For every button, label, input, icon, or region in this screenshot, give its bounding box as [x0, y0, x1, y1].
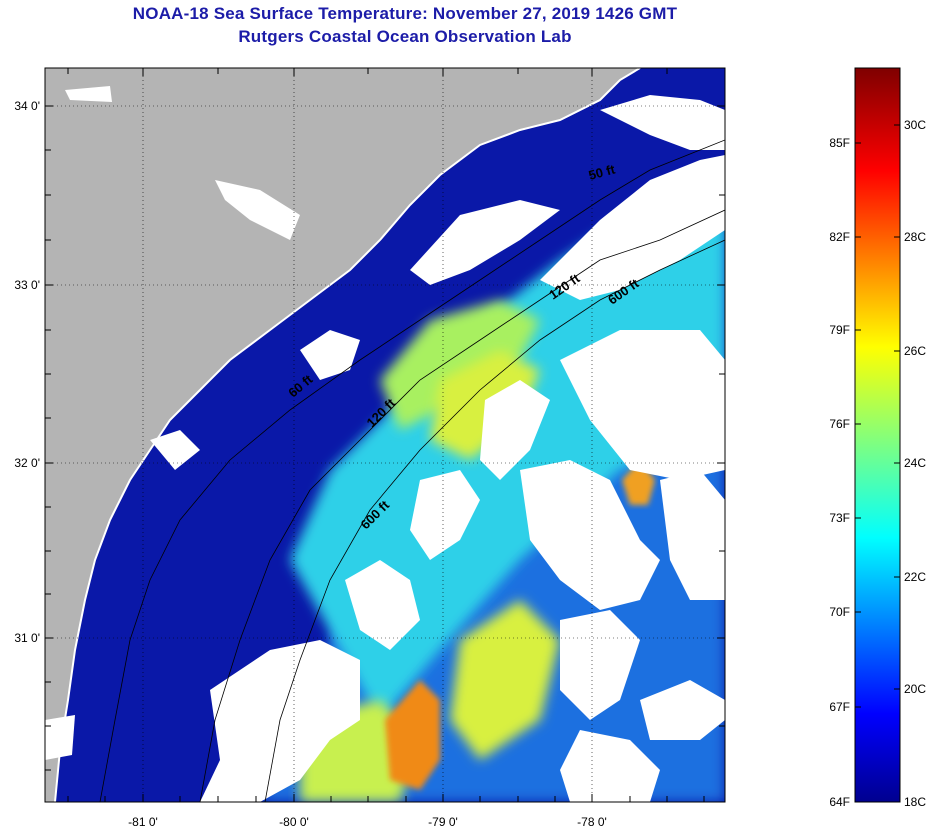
lon-label: -80 0'	[279, 815, 309, 829]
cloud-6	[520, 460, 660, 610]
land-mass	[45, 68, 640, 802]
colorbar-ticks	[855, 124, 900, 708]
colorbar-c-label: 24C	[904, 456, 926, 470]
cloud-3	[600, 95, 725, 150]
cloud-5	[560, 330, 725, 480]
cloud-8	[660, 470, 725, 600]
ocean-warm-patch-1	[380, 300, 540, 430]
colorbar-c-label: 20C	[904, 682, 926, 696]
colorbar-c-label: 28C	[904, 230, 926, 244]
ocean-warm-patch-3	[450, 600, 560, 760]
isobath-600ft	[264, 239, 725, 802]
lon-label: -79 0'	[428, 815, 458, 829]
colorbar-c-label: 18C	[904, 795, 926, 809]
land-cloud-speck-2	[215, 180, 300, 240]
cloud-1	[410, 200, 560, 285]
cloud-11	[640, 680, 725, 740]
cloud-13	[300, 330, 360, 380]
cloud-7	[410, 470, 480, 560]
axis-ticks	[45, 68, 725, 802]
lat-label: 33 0'	[14, 278, 40, 292]
graticule	[45, 68, 725, 802]
colorbar	[854, 67, 901, 803]
map-frame	[44, 67, 726, 803]
coastline	[54, 68, 641, 802]
lat-label: 31 0'	[14, 631, 40, 645]
isobath-label: 50 ft	[587, 161, 617, 183]
lon-label: -81 0'	[128, 815, 158, 829]
colorbar-c-label: 30C	[904, 118, 926, 132]
map-title: NOAA-18 Sea Surface Temperature: Novembe…	[132, 4, 678, 23]
land-cloud-speck-3	[150, 430, 200, 470]
colorbar-f-label: 76F	[829, 417, 850, 431]
ocean-hot-patch-1	[385, 680, 440, 790]
cloud-12	[560, 730, 660, 802]
cloud-4	[480, 380, 550, 480]
colorbar-f-label: 70F	[829, 605, 850, 619]
lat-label: 32 0'	[14, 456, 40, 470]
colorbar-c-label: 22C	[904, 570, 926, 584]
lon-label: -78 0'	[577, 815, 607, 829]
land-cloud-speck-1	[65, 86, 112, 102]
colorbar-f-label: 67F	[829, 700, 850, 714]
colorbar-c-label: 26C	[904, 344, 926, 358]
colorbar-f-label: 85F	[829, 136, 850, 150]
isobath-120ft	[199, 209, 725, 802]
colorbar-f-label: 82F	[829, 230, 850, 244]
cloud-2	[540, 155, 725, 300]
land-cloud-speck-4	[45, 715, 75, 760]
colorbar-f-label: 64F	[829, 795, 850, 809]
cloud-14	[345, 560, 420, 650]
cloud-10	[560, 610, 640, 720]
map-subtitle: Rutgers Coastal Ocean Observation Lab	[238, 27, 572, 46]
colorbar-f-label: 73F	[829, 511, 850, 525]
colorbar-f-label: 79F	[829, 323, 850, 337]
map-plot-area	[45, 68, 725, 802]
lat-label: 34 0'	[14, 99, 40, 113]
isobath-50ft	[99, 139, 725, 802]
